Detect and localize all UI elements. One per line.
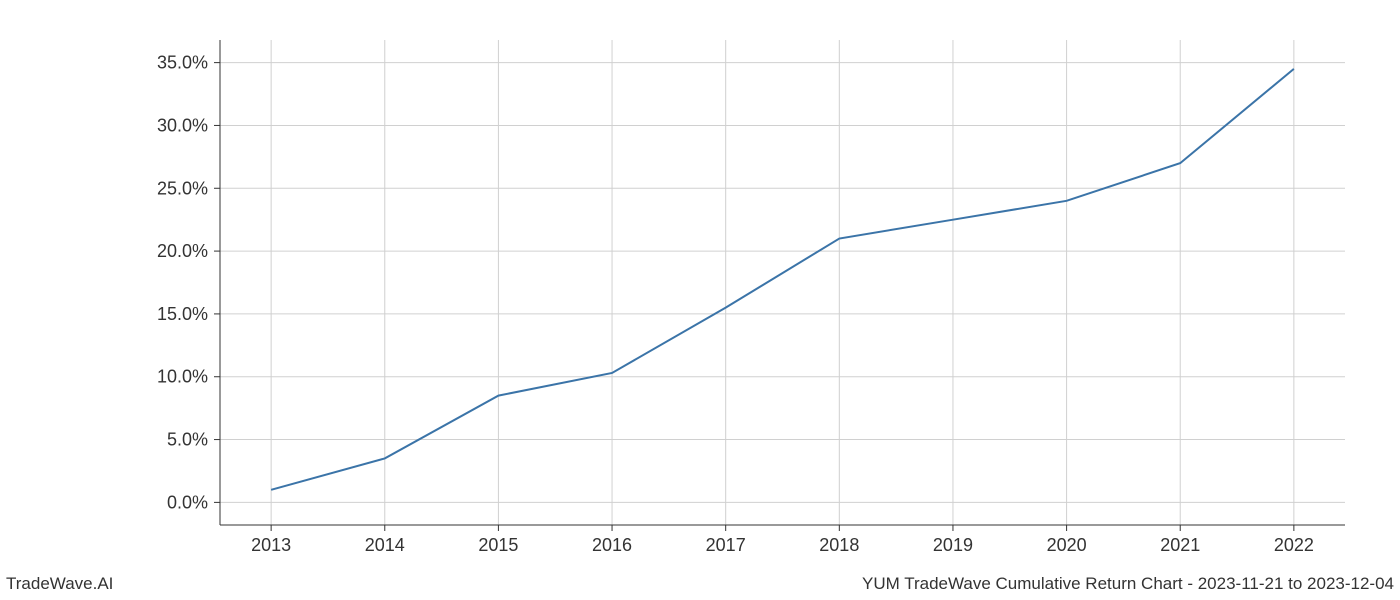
x-tick-label: 2017: [706, 535, 746, 555]
x-tick-label: 2016: [592, 535, 632, 555]
x-tick-label: 2014: [365, 535, 405, 555]
y-tick-label: 5.0%: [167, 430, 208, 450]
data-series-line: [271, 69, 1294, 490]
footer-right-label: YUM TradeWave Cumulative Return Chart - …: [862, 574, 1394, 594]
x-tick-label: 2018: [819, 535, 859, 555]
line-chart: 0.0% 5.0% 10.0% 15.0% 20.0% 25.0% 30.0% 35.0% 20…: [0, 0, 1400, 600]
footer-left-label: TradeWave.AI: [6, 574, 113, 594]
chart-container: 0.0% 5.0% 10.0% 15.0% 20.0% 25.0% 30.0% 35.0% 20…: [0, 0, 1400, 600]
y-tick-label: 15.0%: [157, 304, 208, 324]
x-tick-label: 2022: [1274, 535, 1314, 555]
x-tick-label: 2013: [251, 535, 291, 555]
x-tick-label: 2019: [933, 535, 973, 555]
x-tick-label: 2015: [478, 535, 518, 555]
y-tick-label: 0.0%: [167, 492, 208, 512]
y-tick-label: 35.0%: [157, 53, 208, 73]
y-tick-label: 10.0%: [157, 367, 208, 387]
y-tick-label: 30.0%: [157, 115, 208, 135]
y-tick-label: 20.0%: [157, 241, 208, 261]
x-tick-label: 2020: [1047, 535, 1087, 555]
x-tick-label: 2021: [1160, 535, 1200, 555]
y-tick-label: 25.0%: [157, 178, 208, 198]
